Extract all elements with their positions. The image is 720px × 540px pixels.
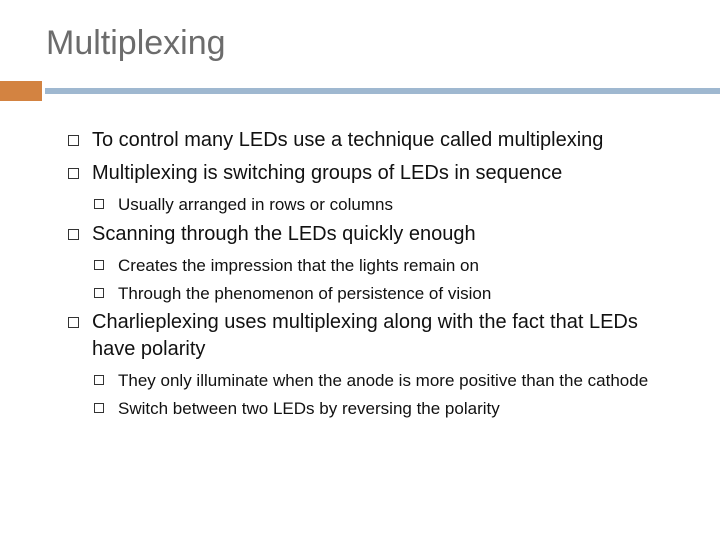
list-item: They only illuminate when the anode is m… xyxy=(94,369,680,393)
slide-body: To control many LEDs use a technique cal… xyxy=(68,127,680,421)
list-item: Usually arranged in rows or columns xyxy=(94,193,680,217)
slide-title: Multiplexing xyxy=(46,24,680,63)
title-rule xyxy=(0,81,720,101)
accent-block xyxy=(0,81,42,101)
divider-line xyxy=(45,88,720,94)
list-item: Switch between two LEDs by reversing the… xyxy=(94,397,680,421)
list-item: Charlieplexing uses multiplexing along w… xyxy=(68,309,680,363)
list-item: To control many LEDs use a technique cal… xyxy=(68,127,680,154)
list-item: Through the phenomenon of persistence of… xyxy=(94,282,680,306)
bullet-list: To control many LEDs use a technique cal… xyxy=(68,127,680,421)
list-item: Scanning through the LEDs quickly enough xyxy=(68,221,680,248)
list-item: Multiplexing is switching groups of LEDs… xyxy=(68,160,680,187)
list-item: Creates the impression that the lights r… xyxy=(94,254,680,278)
slide: Multiplexing To control many LEDs use a … xyxy=(0,0,720,540)
